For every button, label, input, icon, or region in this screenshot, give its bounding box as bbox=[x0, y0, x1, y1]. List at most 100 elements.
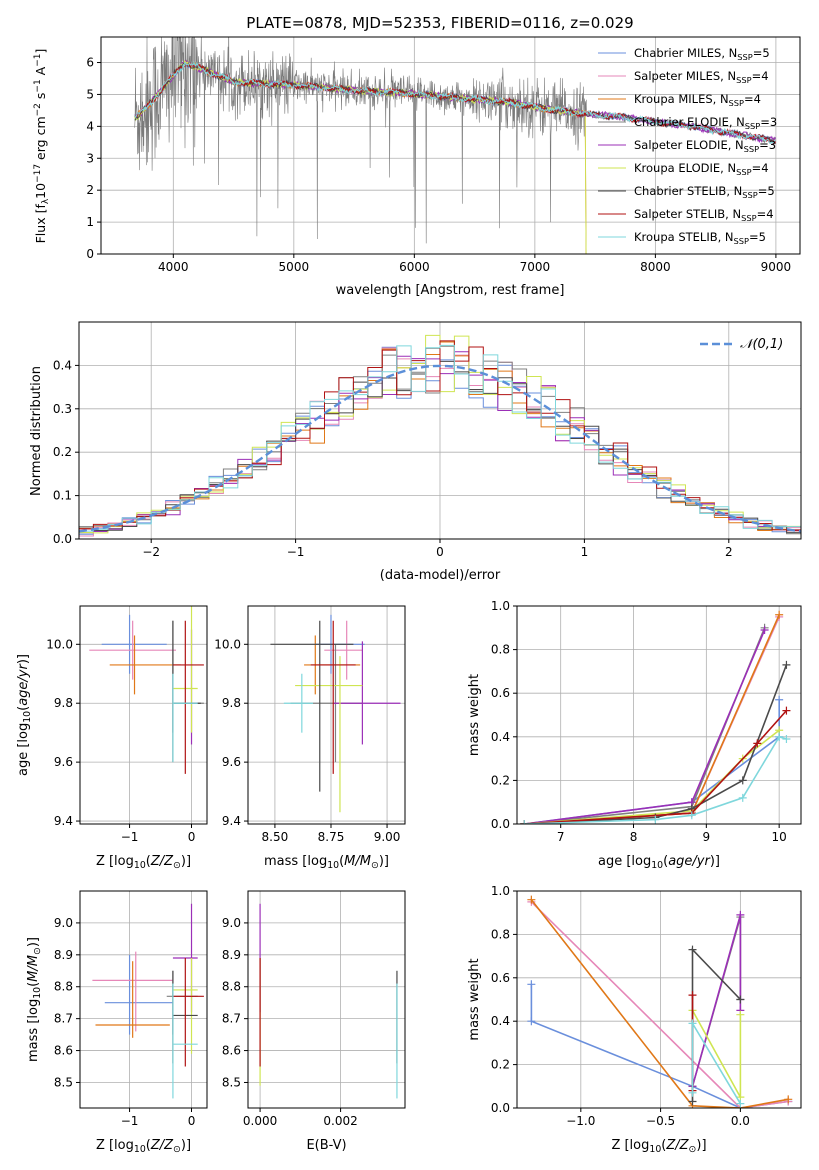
label-part: SSP bbox=[737, 52, 752, 62]
label-part: =3 bbox=[759, 138, 776, 152]
weight-marker-kroupa_stelib bbox=[782, 734, 791, 743]
label-part: Kroupa MILES, N bbox=[634, 92, 729, 106]
y-tick-label: 0.3 bbox=[53, 402, 72, 416]
weight-line-chabrier_stelib bbox=[691, 947, 741, 1102]
weight-marker-salpeter_stelib bbox=[753, 739, 762, 748]
y-tick-label: 0.2 bbox=[491, 1058, 510, 1072]
label-part: wavelength [Angstrom, rest frame] bbox=[336, 283, 565, 298]
label-part: Chabrier ELODIE, N bbox=[634, 115, 745, 129]
chart-panel: −1.0 −0.5 0.0 0.0 0.2 0.4 0.6 0.8 1.0 Z [log10(Z/… bbox=[467, 884, 802, 1155]
label-part: Z [log bbox=[96, 1138, 134, 1153]
axes-border bbox=[516, 890, 802, 1109]
plot-area bbox=[134, 37, 776, 254]
axes-frame: 0.000 0.002 8.5 8.6 8.7 8.8 8.9 9.0 bbox=[222, 890, 406, 1128]
chart-panel: −1 09.49.69.810.0Z [log10(Z/Z⊙)]age [log1… bbox=[16, 605, 208, 871]
label-part: )] bbox=[379, 854, 389, 869]
weight-marker-salpeter_elodie bbox=[760, 625, 769, 634]
label-part: age/yr bbox=[668, 854, 711, 869]
x-tick-label: 0.000 bbox=[243, 1114, 277, 1128]
label-part: Z [log bbox=[611, 1138, 649, 1153]
legend-label: 𝒩(0,1) bbox=[740, 337, 783, 352]
label-part: 10 bbox=[22, 711, 33, 723]
x-tick-label: 9.00 bbox=[374, 830, 401, 844]
axes-border bbox=[79, 605, 208, 825]
x-tick-label: 0 bbox=[436, 545, 444, 559]
label-part: SSP bbox=[736, 167, 751, 177]
axes-border bbox=[79, 890, 208, 1109]
label-part: s bbox=[33, 93, 48, 104]
legend-label: Chabrier MILES, NSSP=5 bbox=[634, 46, 770, 62]
axes-border bbox=[100, 36, 801, 255]
chart-panel: 0.000 0.002 8.5 8.6 8.7 8.8 8.9 9.0 E(B-V) bbox=[222, 890, 406, 1153]
y-tick-label: 9.8 bbox=[54, 696, 73, 710]
label-part: SSP bbox=[745, 121, 760, 131]
y-tick-label: 0 bbox=[86, 247, 94, 261]
y-tick-label: 8.9 bbox=[222, 948, 241, 962]
y-tick-label: 8.6 bbox=[54, 1044, 73, 1058]
weight-marker-chabrier_stelib bbox=[736, 995, 745, 1004]
label-part: Chabrier STELIB, N bbox=[634, 184, 742, 198]
y-tick-label: 8.7 bbox=[222, 1012, 241, 1026]
y-axis-label: mass weight bbox=[467, 674, 482, 756]
weight-marker-chabrier_miles bbox=[527, 980, 536, 989]
label-part: ( bbox=[26, 982, 41, 987]
label-part: )] bbox=[26, 937, 41, 947]
label-part: M/M bbox=[26, 955, 41, 982]
x-axis-label: wavelength [Angstrom, rest frame] bbox=[336, 283, 565, 298]
label-part: SSP bbox=[736, 75, 751, 85]
y-axis-label: age [log10(age/yr)] bbox=[16, 654, 33, 776]
y-tick-label: 5 bbox=[86, 87, 94, 101]
axes-frame: −1 0 8.5 8.6 8.7 8.8 8.9 9.0 bbox=[54, 890, 208, 1128]
axes-frame: −1.0 −0.5 0.0 0.0 0.2 0.4 0.6 0.8 1.0 bbox=[491, 884, 802, 1128]
label-part: 10 bbox=[649, 1144, 661, 1155]
plot-area bbox=[270, 614, 401, 813]
label-part: ( bbox=[16, 706, 31, 711]
y-tick-label: 3 bbox=[86, 151, 94, 165]
label-part: )] bbox=[16, 654, 31, 664]
label-part: ⊙ bbox=[371, 860, 379, 871]
label-part: E(B-V) bbox=[306, 1138, 346, 1153]
label-part: 10 bbox=[134, 860, 146, 871]
legend-label: Chabrier STELIB, NSSP=5 bbox=[634, 184, 775, 200]
label-part: Chabrier MILES, N bbox=[634, 46, 737, 60]
label-part: −17 bbox=[33, 164, 43, 183]
x-tick-label: −1 bbox=[121, 830, 139, 844]
y-tick-label: 9.6 bbox=[54, 755, 73, 769]
weight-marker-chabrier_miles bbox=[527, 1017, 536, 1026]
x-tick-label: 8.75 bbox=[318, 830, 345, 844]
label-part: age [log bbox=[598, 854, 651, 869]
axes-border bbox=[247, 605, 406, 825]
y-tick-label: 1 bbox=[86, 215, 94, 229]
y-tick-label: 8.8 bbox=[54, 980, 73, 994]
label-part: =4 bbox=[752, 69, 769, 83]
x-tick-label: −1 bbox=[287, 545, 305, 559]
x-tick-label: 1 bbox=[581, 545, 589, 559]
weight-marker-kroupa_miles bbox=[527, 895, 536, 904]
x-tick-label: 8 bbox=[630, 830, 638, 844]
label-part: =5 bbox=[753, 46, 770, 60]
y-tick-label: 6 bbox=[86, 56, 94, 70]
axes-frame: 7 8 9 10 0.0 0.2 0.4 0.6 0.8 1.0 bbox=[491, 599, 802, 844]
label-part: SSP bbox=[744, 144, 759, 154]
y-tick-label: 9.8 bbox=[222, 696, 241, 710]
y-tick-label: 8.9 bbox=[54, 948, 73, 962]
plot-area bbox=[92, 903, 204, 1099]
x-tick-label: 2 bbox=[725, 545, 733, 559]
label-part: age [log bbox=[16, 723, 31, 776]
weight-line-kroupa_miles bbox=[524, 614, 780, 824]
label-part: λ bbox=[41, 198, 51, 204]
y-tick-label: 1.0 bbox=[491, 599, 510, 613]
label-part: )] bbox=[181, 1138, 191, 1153]
label-part: ⊙ bbox=[173, 860, 181, 871]
axes-border bbox=[516, 605, 802, 825]
label-part: =4 bbox=[752, 161, 769, 175]
model-spectrum-kroupa_stelib bbox=[134, 61, 776, 145]
weight-line-salpeter_stelib bbox=[524, 710, 787, 824]
y-tick-label: 9.0 bbox=[54, 916, 73, 930]
x-tick-label: 8000 bbox=[640, 260, 671, 274]
x-tick-label: 0 bbox=[188, 830, 196, 844]
x-axis-label: age [log10(age/yr)] bbox=[598, 854, 720, 871]
label-part: age/yr bbox=[16, 662, 31, 705]
weight-marker-kroupa_stelib bbox=[687, 811, 696, 820]
